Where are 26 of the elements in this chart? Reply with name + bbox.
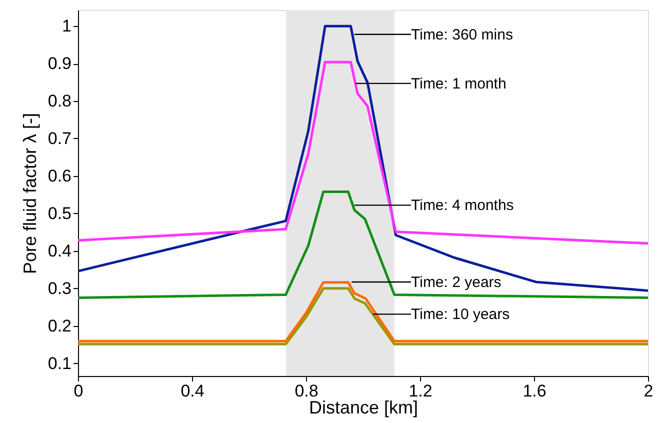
y-tick-label: 0.4 <box>48 241 72 260</box>
line-series <box>78 24 648 292</box>
y-tick-label: 0.6 <box>48 166 72 186</box>
annotation: Time: 360 mins <box>411 26 513 44</box>
x-tick-label: 0.8 <box>294 382 318 400</box>
y-axis-title: Pore fluid factor λ [-] <box>20 112 40 274</box>
x-axis-title: Distance [km] <box>308 398 418 418</box>
annotation: Time: 1 month <box>411 75 506 92</box>
annotation: Time: 10 years <box>411 306 510 324</box>
x-tick-label: 1.2 <box>408 382 432 400</box>
x-tick-label: 0.4 <box>180 382 204 400</box>
y-tick-label: 0.7 <box>48 128 72 148</box>
annotation: Time: 4 months <box>411 197 514 214</box>
y-tick-label: 0.1 <box>48 354 72 373</box>
annotation: Time: 2 years <box>411 274 502 291</box>
y-tick-label: 0.8 <box>48 92 72 111</box>
y-tick-label: 0.5 <box>48 204 72 223</box>
line-series <box>78 190 648 299</box>
line-series <box>78 60 648 245</box>
y-tick-label: 0.3 <box>48 278 72 298</box>
y-tick-label: 0.9 <box>48 54 72 74</box>
y-tick-label: 1 <box>62 16 72 36</box>
y-tick-label: 0.2 <box>48 316 72 336</box>
x-tick-label: 0 <box>74 382 84 400</box>
x-tick-label: 1.6 <box>522 382 546 400</box>
x-tick-label: 2 <box>644 382 654 400</box>
